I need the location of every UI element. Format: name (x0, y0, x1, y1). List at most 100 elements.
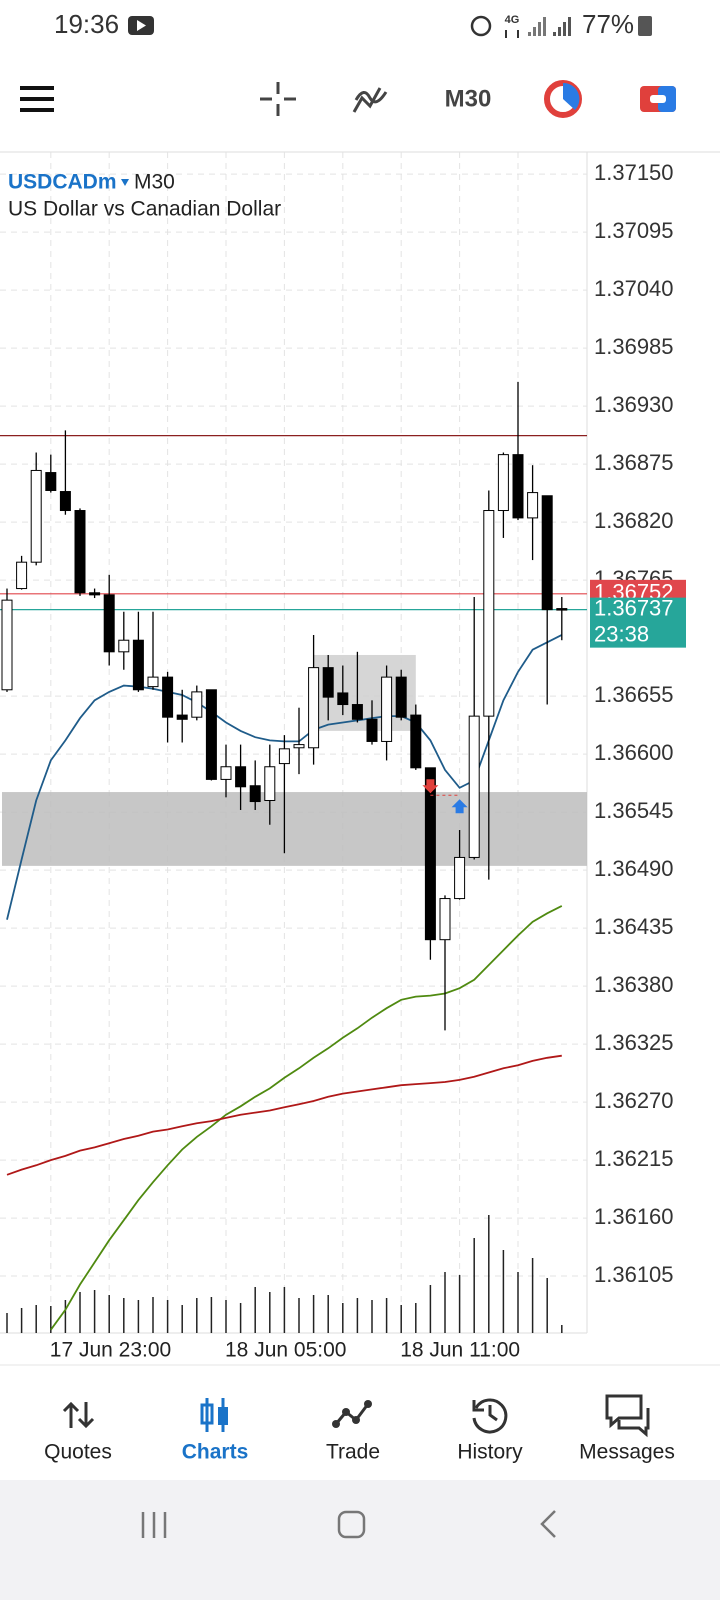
nav-item[interactable]: Trade (326, 1441, 380, 1464)
y-tick-label: 1.36160 (594, 1204, 674, 1229)
candle-body (264, 766, 276, 801)
candle-body (45, 472, 57, 491)
trade-button-part (650, 95, 666, 103)
candle-body (118, 639, 130, 653)
candle-body (468, 715, 480, 858)
history-icon (472, 1398, 508, 1434)
y-tick-label: 1.36655 (594, 682, 674, 707)
y-tick-label: 1.36490 (594, 856, 674, 881)
oneclick-button-part (563, 82, 580, 110)
battery-label: 77% (582, 9, 634, 39)
candle-body (103, 594, 115, 653)
candle-body (89, 592, 101, 596)
bottom-nav (0, 1365, 720, 1480)
y-tick-label: 1.36600 (594, 740, 674, 765)
candle-body (541, 495, 553, 611)
candle-body (278, 748, 290, 765)
candle-body (220, 766, 232, 780)
y-tick-label: 1.36875 (594, 450, 674, 475)
candle-body (16, 561, 28, 590)
candle-body (176, 714, 188, 720)
messages-icon (605, 1394, 643, 1429)
indicators-button[interactable] (352, 87, 388, 113)
recents-button[interactable] (141, 1512, 167, 1538)
candle-body (351, 704, 363, 720)
trade-icon (364, 1400, 372, 1408)
y-tick-label: 1.36545 (594, 798, 674, 823)
trade-icon (332, 1420, 340, 1428)
zone (2, 792, 587, 866)
timeframe-button[interactable]: M30 (445, 85, 492, 112)
crosshair-button[interactable] (260, 82, 296, 116)
y-tick-label: 1.36270 (594, 1088, 674, 1113)
bid-label: 1.36737 (594, 595, 674, 620)
y-tick-label: 1.37040 (594, 276, 674, 301)
trade-icon (352, 1416, 360, 1424)
nav-icons (62, 1394, 650, 1438)
candle-body (410, 714, 422, 769)
charts-icon (200, 1403, 214, 1425)
candle-body (381, 676, 393, 742)
y-tick-label: 1.36105 (594, 1262, 674, 1287)
trade-icon (342, 1408, 350, 1416)
chart: 1.37150 1.37095 1.37040 1.36985 1.36930 1.368… (0, 152, 686, 1362)
candle-body (527, 492, 539, 519)
candle-body (147, 676, 159, 688)
trade-icon (334, 1403, 370, 1425)
ma-line (50, 905, 563, 1331)
menu-button[interactable] (20, 86, 54, 112)
candle-body (512, 454, 524, 519)
candle-body (59, 491, 71, 512)
y-tick-label: 1.37150 (594, 160, 674, 185)
candle-body (293, 744, 305, 749)
signal-icon (528, 17, 546, 36)
nav-item[interactable]: Messages (579, 1441, 675, 1464)
nav-item[interactable]: Quotes (44, 1441, 112, 1464)
candle-body (483, 510, 495, 717)
battery-icon (638, 16, 652, 36)
candle-body (30, 469, 42, 563)
candle-body (249, 785, 261, 803)
y-tick-label: 1.37095 (594, 218, 674, 243)
trade-button-part (658, 86, 676, 112)
symbol-description: US Dollar vs Canadian Dollar (8, 198, 281, 221)
home-button[interactable] (337, 1510, 366, 1539)
network-arrows (505, 30, 519, 38)
candle-body (162, 676, 174, 718)
back-button[interactable] (540, 1510, 556, 1538)
y-tick-label: 1.36380 (594, 972, 674, 997)
candle-body (395, 676, 407, 718)
candle-body (235, 766, 247, 788)
x-tick-label: 17 Jun 23:00 (50, 1339, 171, 1362)
trade-marker (422, 779, 439, 794)
candle-body (132, 639, 144, 691)
countdown-label: 23:38 (594, 621, 649, 646)
candle-body (366, 718, 378, 742)
candle-body (439, 898, 451, 941)
bid-box (590, 597, 686, 648)
quotes-icon (62, 1401, 95, 1429)
signal-icon (553, 17, 571, 36)
status-bar: 19:36 4G 77% (54, 9, 652, 39)
y-tick-label: 1.36820 (594, 508, 674, 533)
symbol-dropdown[interactable] (121, 179, 129, 186)
system-nav (0, 1480, 720, 1600)
charts-icon (218, 1407, 228, 1425)
candle-body (74, 510, 86, 594)
alarm-icon (470, 15, 492, 37)
y-tick-label: 1.36930 (594, 392, 674, 417)
messages-icon (617, 1408, 650, 1438)
nav-item[interactable]: History (457, 1441, 523, 1464)
chart-timeframe: M30 (134, 171, 175, 194)
y-tick-label: 1.36215 (594, 1146, 674, 1171)
x-tick-label: 18 Jun 11:00 (400, 1339, 520, 1362)
status-icon (137, 20, 146, 31)
symbol[interactable]: USDCADm (8, 171, 117, 194)
status-time: 19:36 (54, 9, 119, 39)
candle-body (205, 689, 217, 780)
candle-body (454, 856, 466, 900)
nav-item[interactable]: Charts (182, 1441, 249, 1464)
candle-body (322, 667, 334, 698)
